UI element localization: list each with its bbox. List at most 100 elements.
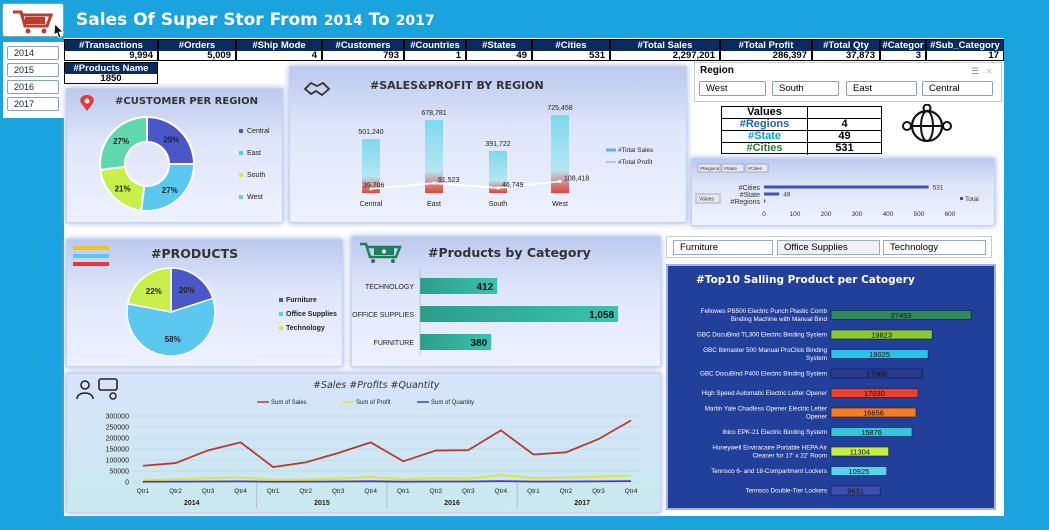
bar-label: 380: [470, 338, 487, 349]
year-button-2015[interactable]: 2015: [7, 63, 59, 77]
top10-bar: [830, 427, 913, 437]
region-button-east[interactable]: East: [846, 81, 917, 96]
location-pin-icon: [80, 95, 94, 111]
sales-label: 725,458: [547, 105, 572, 112]
bar-label: 17030: [864, 389, 885, 398]
top10-title: #Top10 Salling Product per Catogery: [696, 274, 915, 286]
y-tick: 0: [125, 480, 129, 487]
category-button-furniture[interactable]: Furniture: [673, 240, 773, 255]
x-tick: 400: [883, 211, 894, 218]
region-button-central[interactable]: Central: [922, 81, 993, 96]
product-label: Tennsco 6- and 18-Compartment Lockers: [711, 468, 827, 475]
x-tick: Qtr3: [202, 488, 215, 495]
cities-panel: #Regions #State #Cities Values #Cities 531 #St…: [691, 158, 995, 226]
region-button-south[interactable]: South: [772, 81, 839, 96]
profit-point: [558, 179, 562, 183]
year-button-2016[interactable]: 2016: [7, 80, 59, 94]
kpi-category: #Categor 3: [880, 39, 926, 61]
category-title: #Products by Category: [428, 245, 591, 260]
legend-label: Total: [965, 196, 979, 203]
products-pie-chart: 20% 58% 22% Furniture Office Supplies Technol…: [126, 267, 337, 357]
y-tick: 200000: [106, 436, 129, 443]
donut-slice-west: [99, 115, 148, 172]
values-val-regions: 4: [841, 118, 848, 130]
sales-label: 678,781: [421, 110, 446, 117]
legend-label-central: Central: [247, 128, 270, 135]
profit-point: [432, 181, 436, 185]
x-tick: 100: [790, 211, 801, 218]
pie-slice-furniture: [170, 267, 214, 314]
pie-label: 22%: [146, 287, 162, 296]
trend-line-chart: Sum of Sales Sum of Profit Sum of Quantity…: [106, 400, 641, 508]
kpi-total-sales: #Total Sales 2,297,201: [610, 39, 720, 61]
category-panel: #Products by Category TECHNOLOGY 412 OFFIC…: [351, 236, 661, 367]
multiselect-icon[interactable]: ☰: [970, 66, 979, 76]
legend-swatch: [279, 326, 283, 330]
year-label: 2016: [444, 500, 460, 507]
legend-label-south: South: [247, 172, 265, 179]
globe-icon: [902, 104, 952, 143]
bar-label: 9631: [847, 487, 864, 496]
legend-label: Office Supplies: [286, 311, 337, 318]
x-label: East: [427, 201, 441, 208]
top10-bar: [830, 485, 881, 496]
title-bar: [0, 0, 1049, 40]
bar-label: 531: [933, 185, 944, 192]
field-button: [697, 163, 721, 173]
kpi-cities: #Cities 531: [532, 39, 610, 61]
sales-label: 391,722: [485, 141, 510, 148]
x-tick: Qtr1: [527, 488, 540, 495]
year-button-2014[interactable]: 2014: [7, 46, 59, 60]
x-tick: Qtr3: [332, 488, 345, 495]
region-button-west[interactable]: West: [699, 81, 766, 96]
legend-profit: #Total Profit: [618, 159, 653, 166]
product-label: Fellowes PB500 Electric Punch Plastic Co…: [701, 308, 828, 323]
legend-sales: #Total Sales: [618, 147, 654, 154]
x-tick: Qtr2: [169, 488, 182, 495]
y-tick: 50000: [110, 469, 130, 476]
product-label: Honeywell Enviracaire Portable HEPA Air C…: [712, 445, 827, 460]
money-cart-icon: [360, 242, 402, 263]
top10-bar: [830, 446, 889, 457]
region-title: #SALES&PROFIT BY REGION: [370, 79, 544, 92]
y-tick: 150000: [106, 447, 129, 454]
category-bar: [420, 306, 619, 322]
y-label: #State: [740, 192, 760, 199]
top10-bar: [830, 349, 929, 359]
series-line-0: [142, 419, 632, 468]
year-button-2017[interactable]: 2017: [7, 97, 59, 111]
x-tick: Qtr3: [592, 488, 605, 495]
values-header: Values: [722, 107, 808, 118]
donut-label: 27%: [113, 137, 129, 146]
sales-bar-west: [551, 115, 569, 193]
legend-label-east: East: [247, 150, 261, 157]
x-tick: Qtr1: [397, 488, 410, 495]
x-label: West: [552, 201, 568, 208]
donut-label: 21%: [115, 184, 131, 193]
y-tick: 100000: [106, 458, 129, 465]
legend-label-west: West: [247, 194, 263, 201]
customer-region-panel: #CUSTOMER PER REGION 25% 27% 21% 27% Central…: [66, 88, 283, 223]
profit-line: [370, 180, 561, 190]
clear-filter-icon[interactable]: ⨯: [985, 66, 993, 76]
product-label: High Speed Automatic Electric Letter Ope…: [702, 390, 827, 397]
legend-swatch: [239, 129, 243, 133]
y-label: #Cities: [739, 185, 761, 192]
product-label: GBC DocuBind TL300 Electric Binding Syst…: [697, 332, 827, 339]
profit-label: 39,706: [363, 183, 385, 190]
values-val-cities: 531: [835, 142, 854, 154]
category-bar: [420, 334, 492, 350]
bar-label: 49: [783, 192, 791, 199]
category-bar-chart: TECHNOLOGY 412 OFFICE SUPPLIES 1,058 FURNITU…: [352, 269, 619, 355]
x-tick: 500: [914, 211, 925, 218]
legend-label: Sum of Profit: [356, 400, 391, 406]
x-tick: 300: [852, 211, 863, 218]
category-button-technology[interactable]: Technology: [883, 240, 986, 255]
profit-point: [369, 187, 373, 191]
category-button-office-supplies[interactable]: Office Supplies: [777, 240, 880, 255]
product-label: GBC Ibimaster 500 Manual ProClick Bindin…: [703, 347, 827, 362]
top10-bar: [830, 407, 917, 418]
legend-label: Technology: [286, 325, 325, 332]
region-slicer-title: Region: [700, 65, 734, 76]
